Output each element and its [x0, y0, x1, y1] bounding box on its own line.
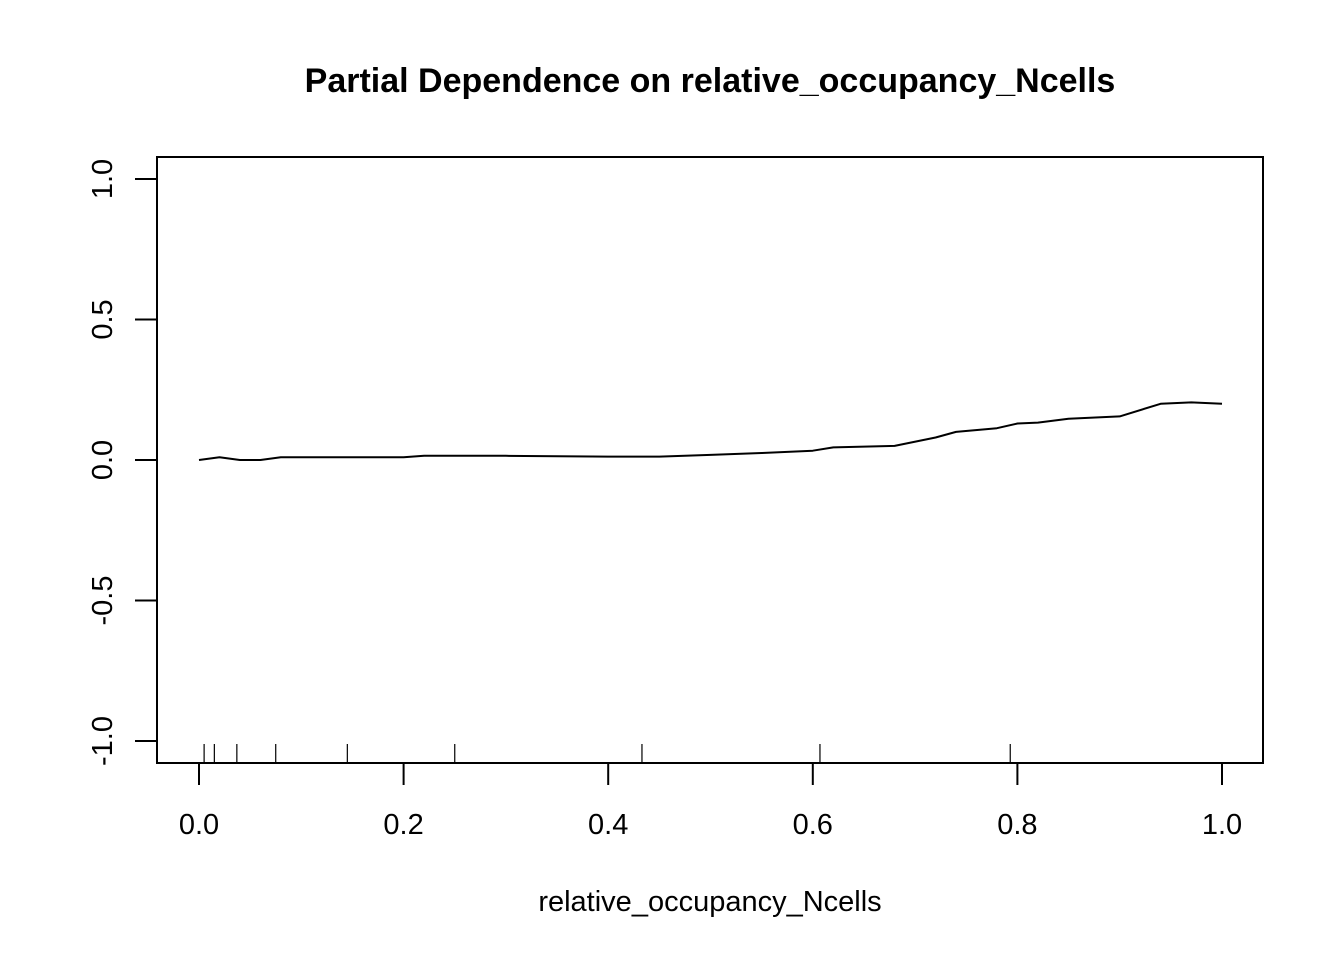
y-tick-label: -1.0	[87, 716, 119, 766]
x-tick-label: 0.8	[997, 809, 1037, 841]
y-tick-label: 0.0	[87, 440, 119, 480]
x-axis: 0.0 0.2 0.4 0.6 0.8 1.0	[179, 762, 1242, 841]
x-tick-label: 0.4	[588, 809, 628, 841]
x-axis-title: relative_occupancy_Ncells	[538, 886, 881, 918]
series-line	[198, 401, 1223, 461]
chart-title: Partial Dependence on relative_occupancy…	[305, 62, 1116, 100]
series-layer	[198, 401, 1223, 461]
x-tick-label: 1.0	[1202, 809, 1242, 841]
y-tick-label: 0.5	[87, 299, 119, 339]
y-tick-label: 1.0	[87, 159, 119, 199]
rug-marks	[203, 744, 1011, 763]
x-tick-label: 0.0	[179, 809, 219, 841]
x-tick-label: 0.6	[793, 809, 833, 841]
x-tick-label: 0.2	[383, 809, 423, 841]
y-axis: -1.0 -0.5 0.0 0.5 1.0	[87, 159, 158, 766]
y-tick-label: -0.5	[87, 576, 119, 626]
